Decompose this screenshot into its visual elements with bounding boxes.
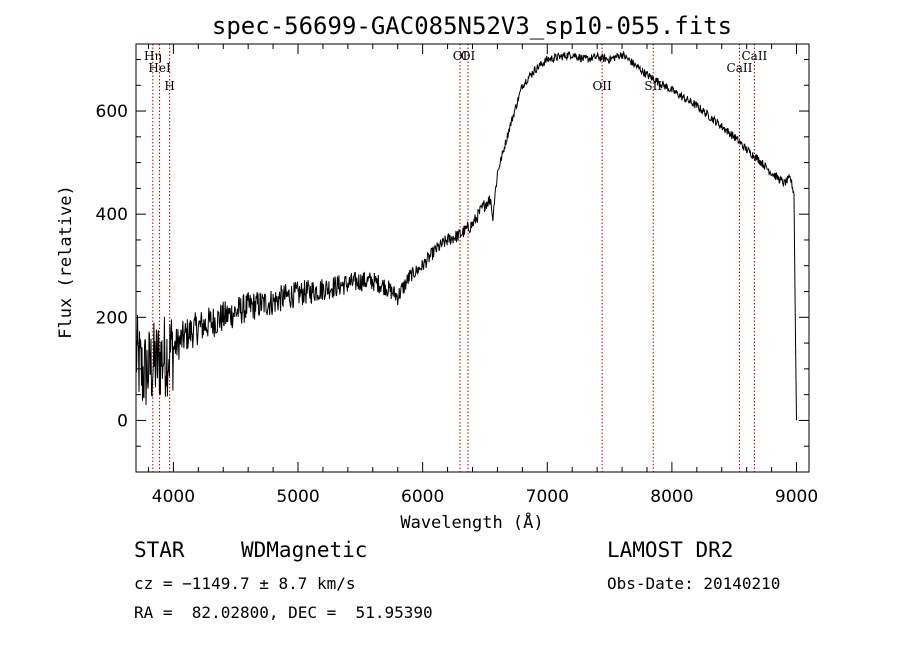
x-axis-label: Wavelength (Å) (400, 511, 543, 533)
x-tick-label: 5000 (276, 487, 319, 507)
spectral-line-label: SII (644, 79, 662, 93)
x-tick-label: 8000 (650, 487, 693, 507)
x-tick-label: 7000 (526, 487, 569, 507)
survey-name: LAMOST DR2 (607, 538, 734, 562)
spectral-line-label: OI (461, 49, 476, 63)
spectrum-series-layer (135, 50, 797, 421)
object-class: STAR (134, 538, 185, 562)
plot-frame (135, 43, 810, 473)
spectral-line-label: Hη (144, 49, 162, 63)
chart-title: spec-56699-GAC085N52V3_sp10-055.fits (212, 12, 732, 40)
x-tick-label: 6000 (401, 487, 444, 507)
spectrum-series-line (135, 50, 797, 421)
spectral-line-label: CaII (741, 49, 767, 63)
coordinates-text: RA = 82.02800, DEC = 51.95390 (134, 603, 433, 622)
spectral-line-markers (152, 44, 755, 472)
spectral-line-label: OI (453, 49, 468, 63)
x-tick-label: 4000 (152, 487, 195, 507)
axis-ticks: 4000 5000 6000 7000 8000 9000 0 200 400 600 (96, 44, 818, 507)
y-tick-label: 400 (96, 205, 128, 225)
obs-date-text: Obs-Date: 20140210 (607, 574, 781, 593)
y-tick-label: 0 (117, 411, 128, 431)
object-subclass: WDMagnetic (241, 538, 368, 562)
redshift-text: cz = −1149.7 ± 8.7 km/s (134, 574, 356, 593)
x-tick-label: 9000 (775, 487, 818, 507)
spectral-line-label: HeI (148, 61, 171, 75)
spectral-line-label: CaII (727, 61, 753, 75)
y-tick-label: 200 (96, 308, 128, 328)
y-axis-label: Flux (relative) (56, 185, 76, 339)
spectral-line-label: OII (592, 79, 612, 93)
spectral-line-label: H (164, 79, 174, 93)
y-tick-label: 600 (96, 102, 128, 122)
